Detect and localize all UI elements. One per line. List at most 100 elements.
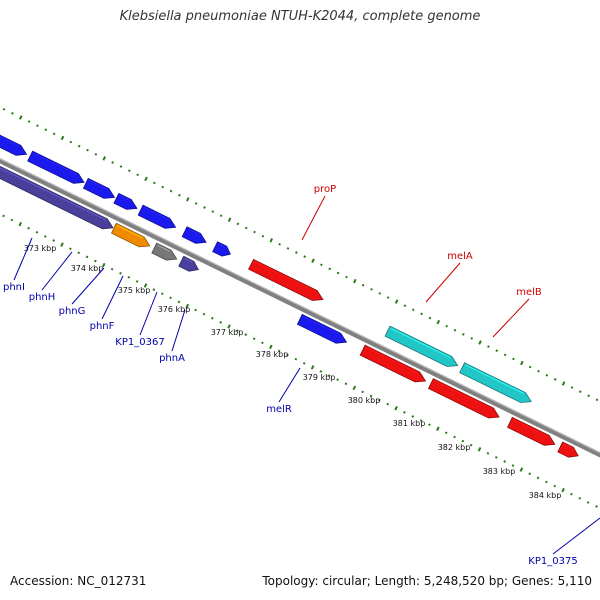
inner-tick xyxy=(545,480,548,484)
inner-tick xyxy=(302,361,306,365)
inner-tick xyxy=(570,492,573,496)
gene-arrow-phnF-b-shine xyxy=(143,206,169,220)
gene-arrow-orange xyxy=(110,222,151,248)
outer-tick xyxy=(269,238,274,243)
gene-label: phnA xyxy=(159,353,185,364)
inner-tick xyxy=(177,300,181,304)
tick-label: 380 kbp xyxy=(348,396,381,405)
inner-tick xyxy=(244,333,248,336)
outer-tick xyxy=(561,381,566,386)
inner-tick xyxy=(327,374,331,377)
outer-tick xyxy=(361,283,365,287)
gene-label: phnI xyxy=(3,282,25,293)
outer-tick xyxy=(578,390,582,393)
outer-tick xyxy=(353,278,357,284)
outer-tick xyxy=(386,296,390,299)
inner-tick xyxy=(469,443,473,447)
inner-tick xyxy=(202,312,206,316)
inner-tick xyxy=(461,439,465,443)
gene-arrow-melR xyxy=(296,313,348,344)
inner-tick xyxy=(77,251,81,255)
inner-tick xyxy=(143,283,148,288)
outer-tick xyxy=(27,120,31,123)
gene-arrow-melA-shine xyxy=(390,327,451,359)
inner-tick xyxy=(185,303,190,309)
gene-arrow-phnG xyxy=(82,177,116,199)
tick-label: 379 kbp xyxy=(303,373,336,382)
outer-tick xyxy=(520,360,524,366)
inner-tick xyxy=(169,296,172,300)
inner-tick xyxy=(286,353,289,357)
tick-label: 383 kbp xyxy=(483,467,516,476)
outer-tick xyxy=(495,349,499,353)
outer-tick xyxy=(119,165,123,168)
outer-tick xyxy=(153,181,156,185)
inner-tick xyxy=(110,267,114,271)
tick-label: 376 kbp xyxy=(158,305,191,314)
genome-backbone-highlight xyxy=(0,157,600,454)
inner-tick xyxy=(119,271,122,275)
inner-tick xyxy=(528,472,532,476)
gene-arrow-phnG-shine xyxy=(89,180,108,190)
gene-leader-line xyxy=(301,195,326,241)
gene-leader-line xyxy=(425,262,461,303)
gene-arrow-red-2-shine xyxy=(434,380,493,410)
inner-tick xyxy=(101,262,106,268)
inner-tick xyxy=(236,329,239,332)
inner-tick xyxy=(18,221,23,227)
gene-arrow-phnI-shine xyxy=(0,136,20,147)
tick-label: 377 kbp xyxy=(211,328,244,337)
inner-tick xyxy=(60,242,64,247)
inner-tick xyxy=(43,235,47,238)
gene-label: KP1_0375 xyxy=(528,556,577,567)
inner-tick xyxy=(477,446,482,452)
inner-tick xyxy=(536,476,540,480)
gene-arrow-red-1-shine xyxy=(365,346,419,374)
inner-tick xyxy=(277,349,281,353)
gene-label: KP1_0367 xyxy=(115,337,164,348)
gene-arrow-red-4-shine xyxy=(563,443,573,449)
gene-arrow-KP1_0367-shine xyxy=(187,228,200,235)
inner-tick xyxy=(578,496,582,500)
outer-tick xyxy=(453,328,457,332)
outer-tick xyxy=(478,340,482,345)
gene-label: phnH xyxy=(29,292,56,303)
gene-leader-line xyxy=(492,298,530,338)
gene-label: melB xyxy=(516,287,542,298)
inner-tick xyxy=(561,487,565,493)
gene-arrow-indigo-short xyxy=(178,255,199,272)
outer-tick xyxy=(403,304,407,308)
inner-tick xyxy=(428,423,431,426)
outer-tick xyxy=(127,169,131,173)
inner-tick xyxy=(160,292,164,296)
gene-arrow-red-2 xyxy=(427,378,500,419)
tick-label: 382 kbp xyxy=(438,443,471,452)
gene-leader-line xyxy=(278,367,301,403)
inner-tick xyxy=(35,230,39,234)
gene-arrow-phnF-b xyxy=(137,204,177,229)
gene-arrow-phnH-shine xyxy=(33,152,78,175)
inner-tick xyxy=(152,288,156,291)
outer-tick xyxy=(445,324,449,328)
gene-arrow-phnF-shine xyxy=(119,195,131,201)
inner-tick xyxy=(2,214,5,218)
gene-leader-line xyxy=(13,237,33,281)
outer-tick xyxy=(303,255,307,258)
outer-tick xyxy=(102,156,107,161)
outer-tick xyxy=(420,312,423,316)
outer-tick xyxy=(94,152,98,156)
outer-tick xyxy=(528,365,532,369)
outer-tick xyxy=(570,386,574,389)
inner-tick xyxy=(252,337,256,341)
gene-arrow-phnH xyxy=(27,150,85,184)
outer-tick xyxy=(261,234,265,238)
outer-tick xyxy=(253,230,256,234)
outer-tick xyxy=(161,185,165,189)
inner-tick xyxy=(394,406,398,411)
outer-tick xyxy=(537,369,540,373)
gene-label: phnG xyxy=(59,306,86,317)
outer-tick xyxy=(328,267,332,271)
gene-arrow-gray xyxy=(151,242,178,261)
inner-tick xyxy=(269,344,273,350)
inner-tick xyxy=(94,259,97,263)
